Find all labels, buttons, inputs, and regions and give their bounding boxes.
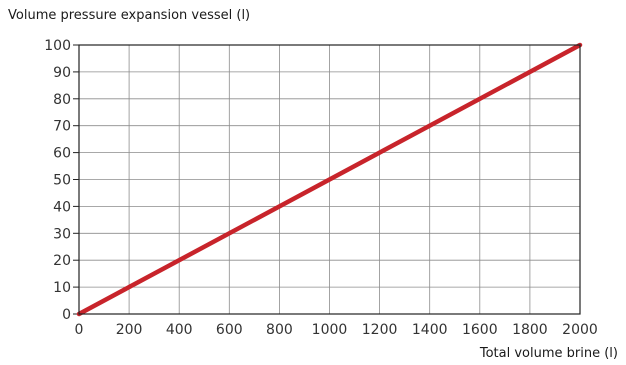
x-tick-label: 1200 — [362, 322, 398, 338]
x-tick-label: 600 — [216, 322, 243, 338]
y-tick-label: 90 — [53, 65, 71, 81]
data-series — [76, 42, 583, 317]
y-tick-label: 20 — [53, 253, 71, 269]
y-tick-label: 60 — [53, 146, 71, 162]
x-tick-label: 800 — [266, 322, 293, 338]
x-axis-label: Total volume brine (l) — [479, 346, 618, 361]
x-tick-label: 1400 — [412, 322, 448, 338]
y-tick-label: 50 — [53, 173, 71, 189]
y-tick-label: 80 — [53, 92, 71, 108]
x-tick-label: 200 — [116, 322, 143, 338]
series-line — [76, 42, 583, 317]
x-tick-label: 2000 — [562, 322, 598, 338]
y-tick-label: 0 — [62, 307, 71, 323]
x-tick-label: 1000 — [312, 322, 348, 338]
y-tick-label: 10 — [53, 280, 71, 296]
x-tick-label: 1800 — [512, 322, 548, 338]
y-tick-label: 30 — [53, 226, 71, 242]
y-tick-label: 70 — [53, 119, 71, 135]
y-axis-label: Volume pressure expansion vessel (l) — [8, 8, 251, 23]
x-tick-label: 1600 — [462, 322, 498, 338]
y-tick-labels: 0 10 20 30 40 50 60 70 80 90 100 — [44, 38, 79, 323]
y-tick-label: 100 — [44, 38, 71, 54]
grid-lines — [79, 45, 580, 314]
plot-frame — [78, 44, 581, 315]
x-tick-label: 400 — [166, 322, 193, 338]
y-tick-label: 40 — [53, 199, 71, 215]
x-tick-label: 0 — [75, 322, 84, 338]
x-tick-labels: 0 200 400 600 800 1000 1200 1400 1600 1800 2000 — [75, 322, 598, 338]
